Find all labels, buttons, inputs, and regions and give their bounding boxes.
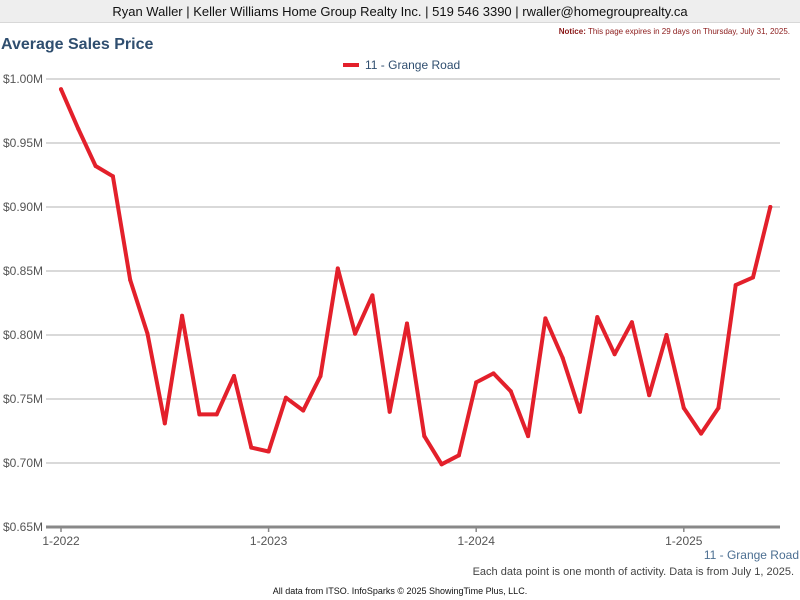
data-point [283,395,288,400]
data-point [145,331,150,336]
data-point [716,405,721,410]
data-point [197,412,202,417]
data-point [162,421,167,426]
data-point [647,393,652,398]
data-point [180,313,185,318]
y-tick-label: $0.90M [3,200,43,214]
y-tick-label: $0.65M [3,520,43,534]
series-lines [59,87,773,467]
data-point [249,445,254,450]
chart-title: Average Sales Price [1,36,154,53]
legend: 11 - Grange Road [343,58,460,72]
data-point [474,380,479,385]
x-tick-label: 1-2024 [458,534,496,548]
data-point [110,174,115,179]
y-tick-label: $0.70M [3,456,43,470]
axes: $0.65M $0.70M $0.75M $0.80M $0.85M $0.90M $0.9… [3,72,780,548]
data-point [76,126,81,131]
data-point [526,434,531,439]
contact-header: Ryan Waller | Keller Williams Home Group… [0,0,800,23]
data-point [543,316,548,321]
data-point [422,434,427,439]
data-point [405,321,409,326]
data-point [733,283,738,288]
data-point [266,449,271,454]
notice-label: Notice: [558,27,586,36]
footer-series-label: 11 - Grange Road [703,548,799,562]
data-point [232,373,236,378]
footer-credit: All data from ITSO. InfoSparks © 2025 Sh… [272,586,528,596]
y-tick-label: $0.80M [3,328,43,342]
data-point [214,412,219,417]
contact-text: Ryan Waller | Keller Williams Home Group… [112,3,688,19]
data-point [612,352,617,357]
data-point [318,373,323,378]
y-tick-label: $1.00M [3,72,43,86]
data-point [595,315,600,320]
data-point [508,389,513,394]
x-tick-label: 1-2023 [250,534,288,548]
x-tick-label: 1-2025 [665,534,703,548]
data-point [664,333,669,337]
data-point [439,462,444,467]
y-tick-label: $0.75M [3,392,43,406]
data-point [353,331,358,336]
data-point [128,277,133,282]
data-point [699,431,704,436]
data-point [629,320,634,325]
series-line [59,87,773,467]
data-point [301,408,306,413]
grid-lines [46,78,780,464]
data-point [578,409,582,414]
data-point [370,293,375,298]
legend-label: 11 - Grange Road [365,58,460,72]
data-point [59,87,63,92]
data-point [93,164,98,169]
y-tick-label: $0.85M [3,264,43,278]
y-tick-label: $0.95M [3,136,43,150]
data-point [456,453,461,458]
data-point [335,266,340,271]
data-point [768,205,773,209]
data-point [560,356,565,361]
data-point [387,409,392,414]
footer-note: Each data point is one month of activity… [472,566,794,578]
expiry-notice: Notice: This page expires in 29 days on … [559,27,790,36]
data-point [491,371,496,376]
x-tick-label: 1-2022 [42,534,80,548]
data-point [681,405,686,410]
data-point [751,275,755,280]
notice-text: This page expires in 29 days on Thursday… [587,27,790,36]
